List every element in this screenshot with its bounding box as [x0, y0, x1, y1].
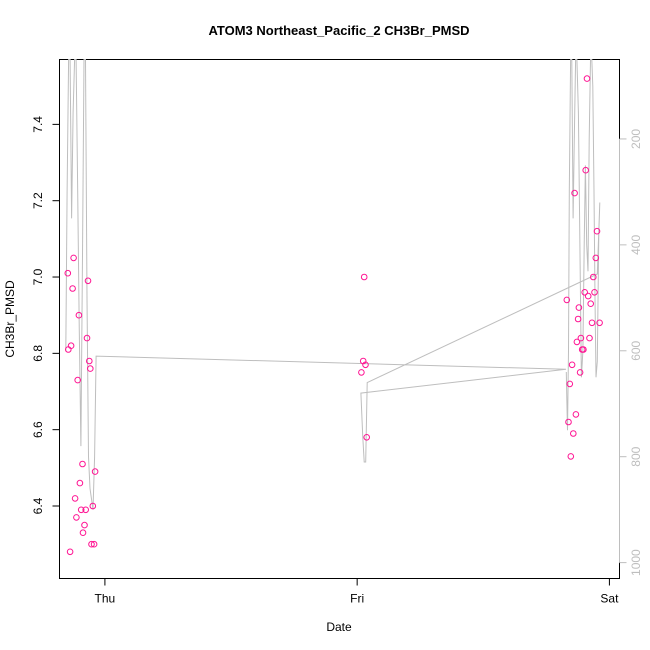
data-point — [358, 369, 365, 376]
data-point — [567, 453, 575, 460]
data-point — [91, 468, 99, 475]
data-point — [79, 460, 86, 468]
x-tick-label: Thu — [95, 592, 116, 606]
data-point — [84, 277, 92, 285]
data-point — [582, 166, 590, 174]
data-point — [89, 502, 97, 510]
data-point — [570, 430, 577, 437]
depth-series — [65, 59, 601, 510]
data-point — [591, 289, 598, 296]
data-point — [573, 338, 581, 346]
y-axis-label: CH3Br_PMSD — [3, 280, 17, 358]
data-point — [75, 311, 83, 319]
y2-tick-label: 600 — [629, 340, 643, 360]
data-point — [575, 304, 583, 311]
data-point — [66, 548, 74, 556]
y-tick-label: 6.4 — [31, 497, 45, 514]
x-tick-label: Fri — [350, 592, 364, 606]
y2-tick-label: 1000 — [629, 549, 643, 576]
data-point — [79, 529, 87, 537]
data-point — [586, 334, 593, 342]
data-point — [73, 514, 80, 521]
data-point — [588, 319, 596, 327]
y-tick-label: 7.0 — [31, 268, 45, 285]
data-point — [581, 289, 589, 296]
data-point — [566, 380, 574, 388]
data-point — [596, 319, 603, 327]
data-point — [593, 227, 601, 235]
data-point — [86, 357, 93, 365]
data-point — [81, 521, 88, 529]
y-axis: 6.4 6.6 6.8 7.0 7.2 7.4 — [31, 116, 60, 514]
y-tick-label: 6.6 — [31, 421, 45, 438]
plot-frame — [59, 59, 620, 579]
data-point — [590, 273, 597, 281]
depth-line — [65, 59, 601, 510]
data-point — [576, 369, 584, 376]
value-series — [64, 75, 603, 556]
x-tick-label: Sat — [600, 592, 619, 606]
data-point — [563, 296, 571, 304]
chart-title: ATOM3 Northeast_Pacific_2 CH3Br_PMSD — [208, 23, 469, 38]
data-point — [90, 540, 98, 548]
x-axis-label: Date — [326, 620, 352, 634]
data-point — [64, 269, 72, 277]
data-point — [568, 361, 576, 369]
data-point — [574, 315, 582, 323]
y-tick-label: 6.8 — [31, 345, 45, 362]
data-point — [83, 334, 91, 342]
data-point — [77, 506, 85, 514]
data-point — [592, 254, 600, 262]
data-point — [580, 346, 587, 353]
y2-tick-label: 800 — [629, 446, 643, 466]
y-tick-label: 7.2 — [31, 192, 45, 209]
data-point — [87, 365, 94, 372]
data-point — [577, 334, 585, 342]
data-point — [572, 411, 580, 418]
data-point — [70, 254, 77, 262]
data-point — [65, 346, 72, 353]
x-axis: Thu Fri Sat — [95, 578, 619, 606]
data-point — [362, 361, 369, 369]
data-point — [565, 418, 572, 426]
data-point — [82, 506, 89, 514]
data-point — [587, 300, 595, 308]
y2-axis: 200 400 600 800 1000 — [619, 129, 643, 576]
y-tick-label: 7.4 — [31, 116, 45, 133]
data-point — [69, 285, 76, 292]
data-point — [584, 292, 592, 300]
data-point — [71, 495, 79, 502]
data-point — [74, 376, 81, 384]
data-point — [360, 273, 368, 281]
y2-tick-label: 200 — [629, 129, 643, 149]
data-point — [571, 189, 578, 197]
data-point — [76, 479, 84, 487]
data-point — [88, 540, 95, 548]
data-point — [363, 434, 371, 441]
data-point — [583, 75, 591, 82]
data-point — [67, 342, 75, 350]
y2-tick-label: 400 — [629, 235, 643, 255]
